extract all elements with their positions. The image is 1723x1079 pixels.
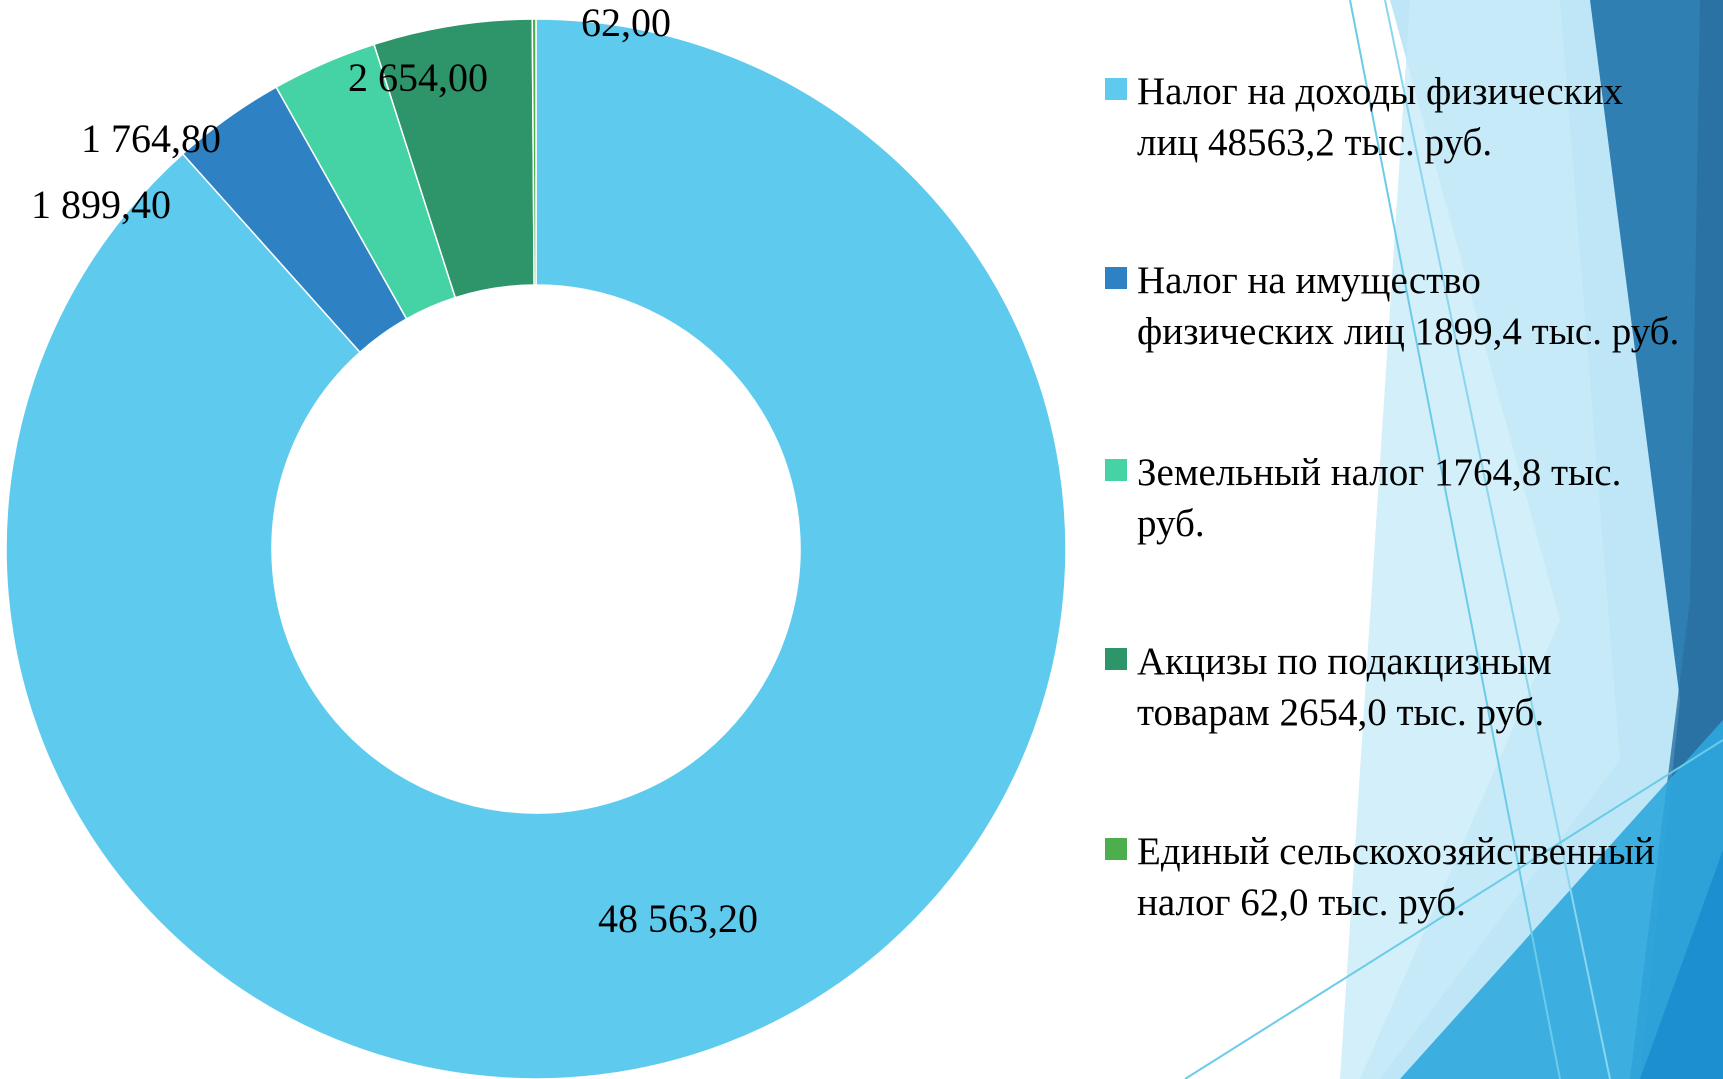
legend-label: Единый сельскохозяйственный налог 62,0 т… bbox=[1137, 826, 1685, 928]
data-label: 48 563,20 bbox=[598, 896, 758, 941]
legend-label: Акцизы по подакцизным товарам 2654,0 тыс… bbox=[1137, 636, 1685, 738]
legend-swatch bbox=[1105, 459, 1127, 481]
data-label: 62,00 bbox=[581, 0, 671, 45]
data-label: 1 899,40 bbox=[31, 182, 171, 227]
legend-item: Единый сельскохозяйственный налог 62,0 т… bbox=[1105, 826, 1685, 928]
legend-swatch bbox=[1105, 838, 1127, 860]
legend-swatch bbox=[1105, 78, 1127, 100]
legend-swatch bbox=[1105, 648, 1127, 670]
legend-label: Налог на имущество физических лиц 1899,4… bbox=[1137, 255, 1685, 357]
legend-item: Акцизы по подакцизным товарам 2654,0 тыс… bbox=[1105, 636, 1685, 738]
legend-label: Земельный налог 1764,8 тыс. руб. bbox=[1137, 447, 1685, 549]
data-label: 1 764,80 bbox=[81, 116, 221, 161]
slide: 48 563,20 1 899,40 1 764,80 2 654,00 62,00 Н… bbox=[0, 0, 1723, 1079]
legend-item: Налог на доходы физических лиц 48563,2 т… bbox=[1105, 66, 1685, 168]
legend-item: Земельный налог 1764,8 тыс. руб. bbox=[1105, 447, 1685, 549]
donut bbox=[6, 19, 1066, 1079]
data-label: 2 654,00 bbox=[348, 55, 488, 100]
legend-label: Налог на доходы физических лиц 48563,2 т… bbox=[1137, 66, 1685, 168]
legend-swatch bbox=[1105, 267, 1127, 289]
legend-item: Налог на имущество физических лиц 1899,4… bbox=[1105, 255, 1685, 357]
